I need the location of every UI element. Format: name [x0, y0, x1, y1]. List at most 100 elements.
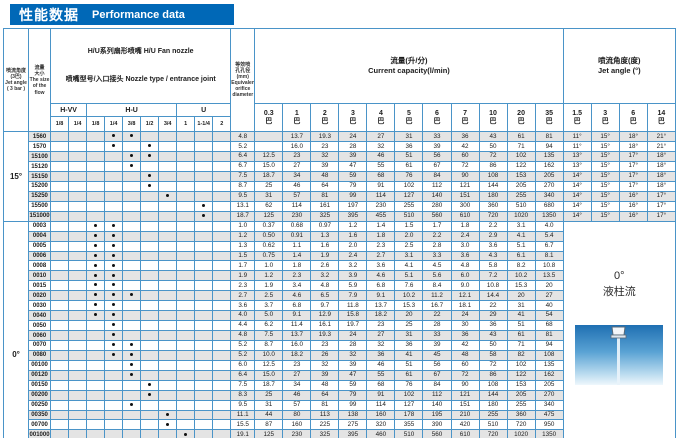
joint-cell: [86, 151, 106, 163]
capacity-value: 48: [310, 171, 340, 182]
joint-cell: [86, 389, 106, 401]
joint-cell: [122, 429, 142, 438]
joint-cell: [194, 349, 214, 361]
capacity-value: 41: [394, 349, 424, 361]
nozzle-model: 0060: [28, 330, 52, 341]
capacity-value: 51: [394, 151, 424, 163]
table-row: 0070 5.2 8.7 16.0 23 28 32 36 39 42 50 71 94: [4, 339, 676, 351]
joint-cell: [50, 379, 70, 391]
joint-cell: [158, 161, 178, 173]
joint-cell: [212, 419, 232, 431]
capacity-value: 3.6: [450, 250, 480, 262]
capacity-value: 11.4: [282, 320, 312, 332]
orifice-value: 7.5: [230, 379, 256, 391]
joint-cell: [122, 409, 142, 421]
capacity-value: 51: [506, 320, 536, 332]
jet-angle-value: 17°: [618, 180, 648, 192]
joint-cell: [68, 320, 88, 332]
capacity-value: 39: [422, 339, 452, 351]
joint-cell: [176, 399, 196, 411]
capacity-value: 61: [506, 330, 536, 341]
joint-cell: [140, 230, 160, 242]
capacity-value: 2.0: [338, 240, 368, 252]
capacity-value: 3.6: [478, 240, 508, 252]
straight-stream-note: 0° 液柱流: [602, 269, 636, 299]
joint-cell: [194, 210, 214, 222]
joint-cell: [50, 220, 70, 232]
orifice-value: 8.3: [230, 389, 256, 401]
joint-size-header: 1/4: [104, 116, 124, 133]
capacity-value: 8.7: [254, 339, 284, 351]
capacity-value: 9.7: [310, 300, 340, 312]
capacity-value: 94: [534, 339, 564, 351]
joint-cell: [122, 210, 142, 222]
capacity-value: 161: [310, 200, 340, 212]
joint-cell: [122, 131, 142, 143]
joint-cell: [194, 310, 214, 322]
capacity-value: 12.9: [310, 310, 340, 322]
joint-cell: [86, 419, 106, 431]
joint-cell: [140, 379, 160, 391]
pressure-header: 0.3 巴: [254, 103, 284, 133]
joint-cell: [212, 399, 232, 411]
dot-marker: [112, 323, 116, 327]
capacity-value: 2.4: [338, 250, 368, 262]
dot-marker: [112, 293, 116, 297]
capacity-value: 4.1: [506, 230, 536, 242]
capacity-value: 36: [366, 349, 396, 361]
joint-cell: [68, 339, 88, 351]
capacity-value: 39: [338, 359, 368, 371]
joint-cell: [86, 270, 106, 282]
orifice-value: 9.5: [230, 399, 256, 411]
joint-size-header: 1/2: [140, 116, 160, 133]
dot-marker: [112, 223, 116, 227]
jet-angle-value: 17°: [646, 200, 677, 212]
jet-angle-value: 18°: [618, 131, 648, 143]
nozzle-model: 0080: [28, 349, 52, 361]
capacity-value: 195: [422, 409, 452, 421]
joint-cell: [176, 369, 196, 381]
joint-cell: [104, 230, 124, 242]
nozzle-model: 0050: [28, 320, 52, 332]
joint-cell: [158, 141, 178, 153]
capacity-value: 72: [450, 161, 480, 173]
capacity-value: 225: [310, 419, 340, 431]
joint-cell: [68, 379, 88, 391]
capacity-value: 33: [422, 330, 452, 341]
joint-cell: [122, 240, 142, 252]
joint-cell: [50, 290, 70, 302]
joint-cell: [194, 260, 214, 272]
orifice-value: 3.6: [230, 300, 256, 312]
capacity-value: 1.5: [394, 220, 424, 232]
capacity-value: 178: [394, 409, 424, 421]
table-row: 00100 6.0 12.5 23 32 39 46 51 56 60 72 102 135: [4, 359, 676, 371]
joint-cell: [122, 200, 142, 212]
joint-cell: [140, 429, 160, 438]
capacity-value: 2.2: [478, 220, 508, 232]
capacity-value: 71: [506, 339, 536, 351]
capacity-value: 395: [338, 210, 368, 222]
joint-cell: [176, 330, 196, 341]
nozzle-model: 00100: [28, 359, 52, 371]
dot-marker: [112, 283, 116, 287]
joint-cell: [194, 250, 214, 262]
dot-marker: [130, 372, 134, 376]
joint-cell: [194, 131, 214, 143]
capacity-value: 102: [506, 151, 536, 163]
capacity-value: 121: [450, 180, 480, 192]
nozzle-flange: [610, 334, 627, 339]
capacity-value: 72: [478, 151, 508, 163]
capacity-value: 13.5: [534, 270, 564, 282]
orifice-value: 1.2: [230, 230, 256, 242]
capacity-value: 5.9: [338, 280, 368, 292]
capacity-value: 197: [338, 200, 368, 212]
capacity-value: 86: [478, 369, 508, 381]
joint-cell: [176, 409, 196, 421]
capacity-value: 390: [422, 419, 452, 431]
capacity-value: 55: [366, 161, 396, 173]
joint-cell: [86, 180, 106, 192]
joint-cell: [140, 190, 160, 202]
joint-size-header: 3/8: [122, 116, 142, 133]
capacity-value: 2.3: [366, 240, 396, 252]
capacity-value: 32: [310, 359, 340, 371]
